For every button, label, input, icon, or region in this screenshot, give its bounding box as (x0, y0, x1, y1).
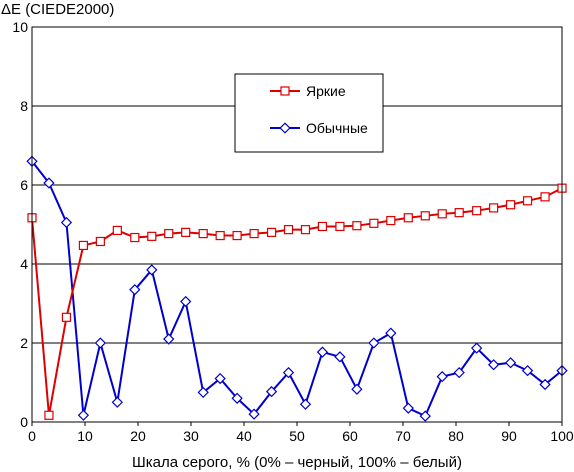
x-tick-label: 100 (550, 428, 574, 444)
data-point-normal (487, 359, 500, 371)
data-point-bright (215, 230, 225, 241)
data-point-normal (539, 378, 551, 391)
y-axis-label: ΔE (CIEDE2000) (1, 1, 114, 18)
data-point-bright (472, 206, 482, 216)
x-tick-label: 60 (342, 428, 358, 444)
data-point-normal (180, 295, 192, 308)
data-point-normal (214, 372, 226, 385)
data-point-bright (300, 225, 311, 235)
legend: Яркие Обычные (234, 73, 384, 153)
y-tick-label: 6 (20, 177, 28, 193)
data-point-bright (44, 410, 54, 420)
x-tick-label: 10 (77, 428, 93, 444)
data-point-bright (147, 231, 157, 241)
data-point-normal (504, 357, 517, 369)
data-point-bright (437, 209, 447, 219)
data-point-bright (317, 221, 328, 232)
data-point-normal (368, 337, 380, 349)
data-point-bright (112, 225, 122, 236)
data-point-normal (248, 408, 260, 420)
data-point-bright (403, 213, 413, 223)
data-point-normal (402, 402, 414, 414)
data-point-normal (282, 366, 295, 379)
y-tick-label: 0 (20, 414, 28, 430)
data-point-bright (164, 228, 174, 239)
y-tick-label: 2 (20, 335, 28, 351)
data-point-bright (283, 225, 294, 235)
data-point-normal (316, 346, 329, 358)
legend-marker-bright (280, 86, 290, 96)
data-point-bright (198, 228, 208, 239)
data-point-normal (111, 396, 123, 408)
x-tick-label: 40 (236, 428, 252, 444)
data-point-bright (522, 196, 533, 206)
data-point-bright (335, 221, 345, 232)
data-point-normal (351, 383, 363, 395)
data-point-normal (129, 284, 141, 296)
data-point-bright (181, 227, 191, 237)
data-point-normal (385, 327, 397, 339)
legend-item-bright: Яркие (270, 83, 346, 99)
legend-marker-normal (279, 122, 291, 134)
data-point-bright (232, 230, 242, 241)
data-point-normal (334, 351, 346, 363)
data-point-normal (231, 392, 243, 404)
legend-item-normal: Обычные (270, 120, 368, 136)
data-point-normal (265, 385, 278, 398)
data-point-bright (249, 228, 259, 239)
data-point-normal (299, 398, 312, 410)
data-point-normal (146, 264, 158, 276)
data-point-bright (95, 236, 105, 247)
data-point-normal (471, 342, 483, 354)
legend-box (234, 73, 384, 153)
x-tick-label: 70 (395, 428, 411, 444)
y-tick-label: 10 (12, 19, 28, 35)
data-point-normal (94, 337, 107, 349)
plot-area-frame (31, 26, 563, 423)
data-point-normal (60, 216, 73, 229)
data-point-bright (266, 227, 277, 237)
legend-label-normal: Обычные (306, 120, 368, 136)
x-tick-label: 50 (289, 428, 305, 444)
data-point-bright (454, 208, 464, 218)
series-line-normal (31, 160, 563, 418)
series-bright (27, 183, 567, 420)
data-point-bright (369, 218, 379, 228)
data-point-normal (163, 333, 175, 345)
y-tick-labels: 0 2 4 6 8 10 (12, 19, 28, 430)
x-tick-label: 80 (448, 428, 464, 444)
x-tick-label: 90 (501, 428, 517, 444)
series-layer (26, 155, 568, 422)
data-point-bright (352, 221, 362, 231)
data-point-normal (77, 409, 90, 421)
x-axis-label: Шкала серого, % (0% – черный, 100% – бел… (132, 454, 462, 471)
data-point-bright (130, 232, 140, 243)
data-point-normal (197, 386, 209, 399)
data-point-normal (43, 177, 55, 189)
y-tick-label: 8 (20, 98, 28, 114)
data-point-bright (61, 312, 72, 322)
data-point-bright (540, 192, 550, 202)
x-tick-label: 20 (130, 428, 146, 444)
x-tick-label: 0 (28, 428, 36, 444)
data-point-bright (489, 203, 499, 213)
data-point-bright (78, 240, 89, 251)
data-point-normal (521, 365, 534, 377)
series-normal (26, 155, 568, 422)
data-point-normal (436, 370, 448, 383)
data-point-normal (419, 410, 431, 422)
y-tick-label: 4 (20, 256, 28, 272)
legend-label-bright: Яркие (306, 83, 346, 99)
data-point-bright (505, 200, 516, 210)
x-tick-labels: 0 10 20 30 40 50 60 70 80 90 100 (28, 422, 574, 444)
x-tick-label: 30 (183, 428, 199, 444)
data-point-bright (386, 215, 396, 226)
data-point-normal (453, 366, 465, 379)
data-point-bright (420, 211, 430, 221)
